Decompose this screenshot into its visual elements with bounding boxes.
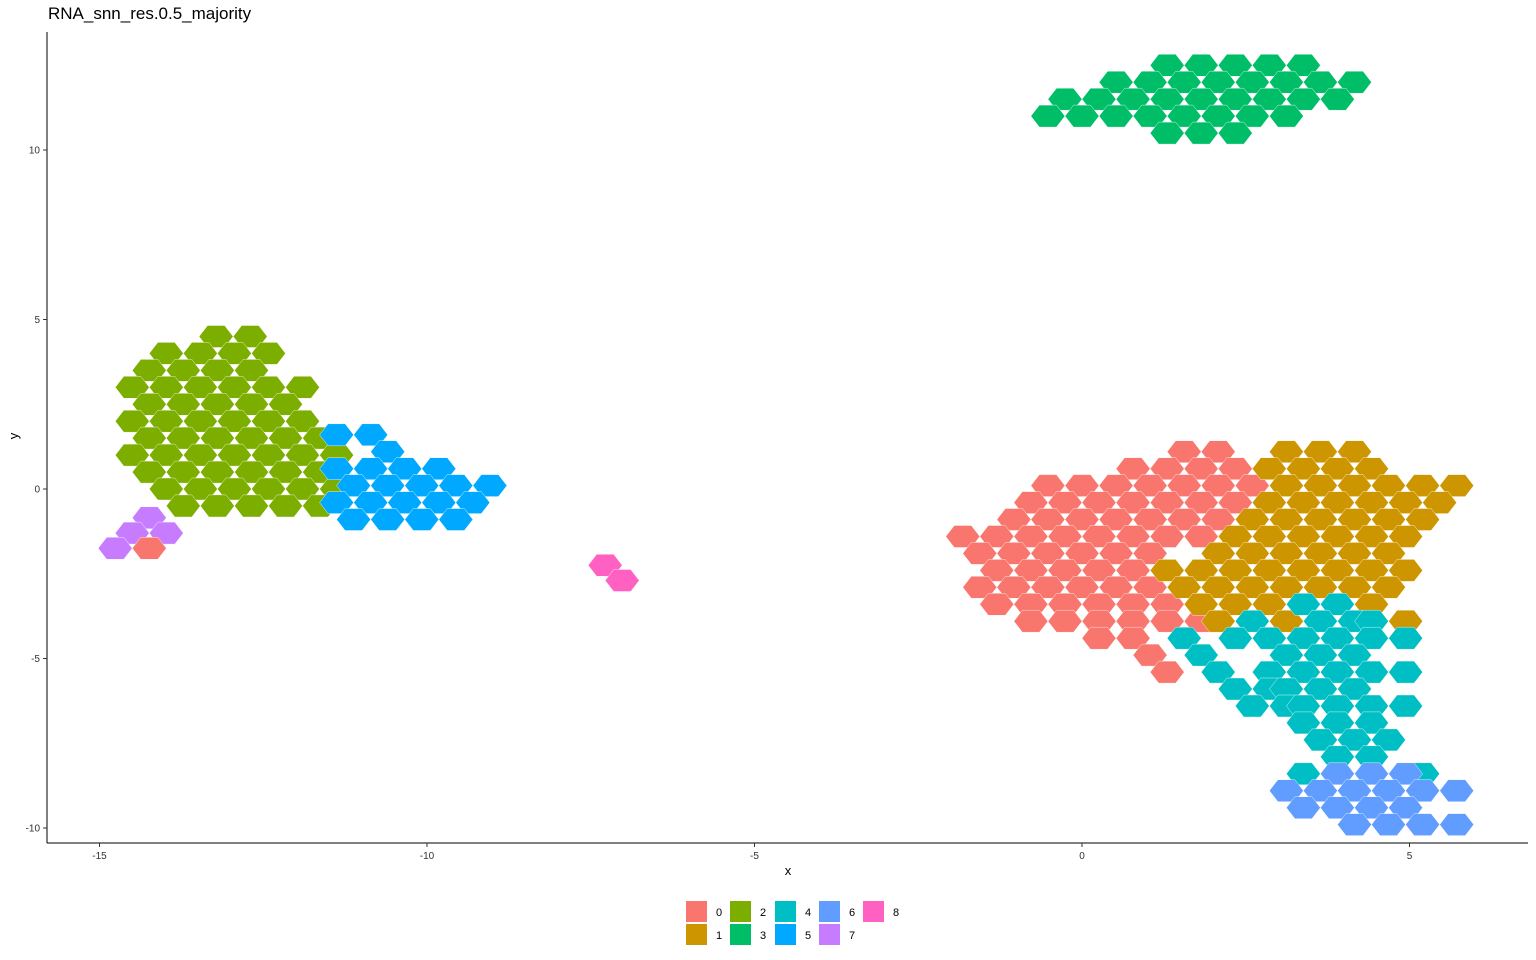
legend-swatch <box>819 924 840 945</box>
legend-swatch <box>686 924 707 945</box>
y-tick-label: 10 <box>29 146 41 157</box>
y-tick-label: 0 <box>34 485 40 496</box>
hex-cluster-0 <box>1013 610 1049 633</box>
legend-label: 8 <box>893 907 899 919</box>
legend-swatch <box>686 901 707 922</box>
legend-swatch <box>819 901 840 922</box>
hex-cluster-3 <box>1218 121 1253 145</box>
legend-label: 2 <box>760 907 766 919</box>
legend-swatch <box>863 901 884 922</box>
hex-cluster-6 <box>1439 779 1474 802</box>
legend: 0 1 2 3 4 5 6 7 8 <box>686 901 899 945</box>
legend-item-4: 4 <box>775 901 811 922</box>
cluster-0-group <box>132 440 1270 684</box>
cluster-1-group <box>1149 440 1474 633</box>
hex-cluster-4 <box>1200 660 1236 684</box>
y-tick-label: -5 <box>31 654 40 665</box>
hex-cluster-5 <box>438 508 474 531</box>
hex-layer <box>97 54 1474 836</box>
hex-cluster-0 <box>1132 643 1168 667</box>
hex-cluster-8 <box>604 569 640 592</box>
hex-cluster-6 <box>1439 813 1474 836</box>
hex-cluster-4 <box>1183 643 1219 667</box>
x-tick-label: 5 <box>1407 851 1413 862</box>
hex-cluster-0 <box>1081 627 1117 650</box>
hex-cluster-0 <box>1115 627 1151 650</box>
y-axis-title: y <box>6 432 21 439</box>
hex-cluster-4 <box>1388 694 1423 718</box>
legend-item-5: 5 <box>775 924 811 945</box>
cluster-4-group <box>1166 593 1440 785</box>
legend-label: 1 <box>716 930 722 942</box>
legend-item-1: 1 <box>686 924 722 945</box>
legend-label: 3 <box>760 930 766 942</box>
legend-swatch <box>730 924 751 945</box>
y-tick-label: 5 <box>34 315 40 326</box>
legend-item-6: 6 <box>819 901 855 922</box>
legend-label: 0 <box>716 907 722 919</box>
x-tick-label: -5 <box>750 851 759 862</box>
hex-cluster-5 <box>353 423 388 446</box>
legend-label: 7 <box>849 930 855 942</box>
cluster-3-group <box>1030 54 1372 145</box>
legend-item-3: 3 <box>730 924 766 945</box>
legend-item-2: 2 <box>730 901 766 922</box>
hex-cluster-3 <box>1320 87 1355 111</box>
legend-swatch <box>775 901 796 922</box>
hex-cluster-4 <box>1388 660 1423 684</box>
hex-cluster-4 <box>1166 627 1202 650</box>
x-tick-label: -10 <box>420 851 435 862</box>
legend-label: 6 <box>849 907 855 919</box>
legend-label: 4 <box>805 907 811 919</box>
legend-swatch <box>775 924 796 945</box>
y-ticks: -10 -5 0 5 10 <box>26 146 47 835</box>
x-tick-label: -15 <box>92 851 107 862</box>
hex-cluster-0 <box>1149 660 1185 684</box>
hex-cluster-0 <box>1047 610 1083 633</box>
cluster-6-group <box>1269 762 1474 836</box>
legend-label: 5 <box>805 930 811 942</box>
axes <box>46 32 1528 844</box>
cluster-5-group <box>319 423 508 531</box>
cluster-2-group <box>115 325 354 518</box>
x-tick-label: 0 <box>1079 851 1085 862</box>
x-axis-title: x <box>785 863 792 878</box>
legend-swatch <box>730 901 751 922</box>
hex-cluster-4 <box>1388 627 1423 650</box>
legend-item-0: 0 <box>686 901 722 922</box>
legend-item-7: 7 <box>819 924 855 945</box>
chart-title: RNA_snn_res.0.5_majority <box>48 4 252 23</box>
y-tick-label: -10 <box>26 824 41 835</box>
hex-cluster-3 <box>1269 104 1304 128</box>
x-ticks: -15 -10 -5 0 5 <box>92 843 1413 862</box>
legend-item-8: 8 <box>863 901 899 922</box>
cluster-8-group <box>587 554 640 592</box>
hex-cluster-0 <box>132 537 167 560</box>
